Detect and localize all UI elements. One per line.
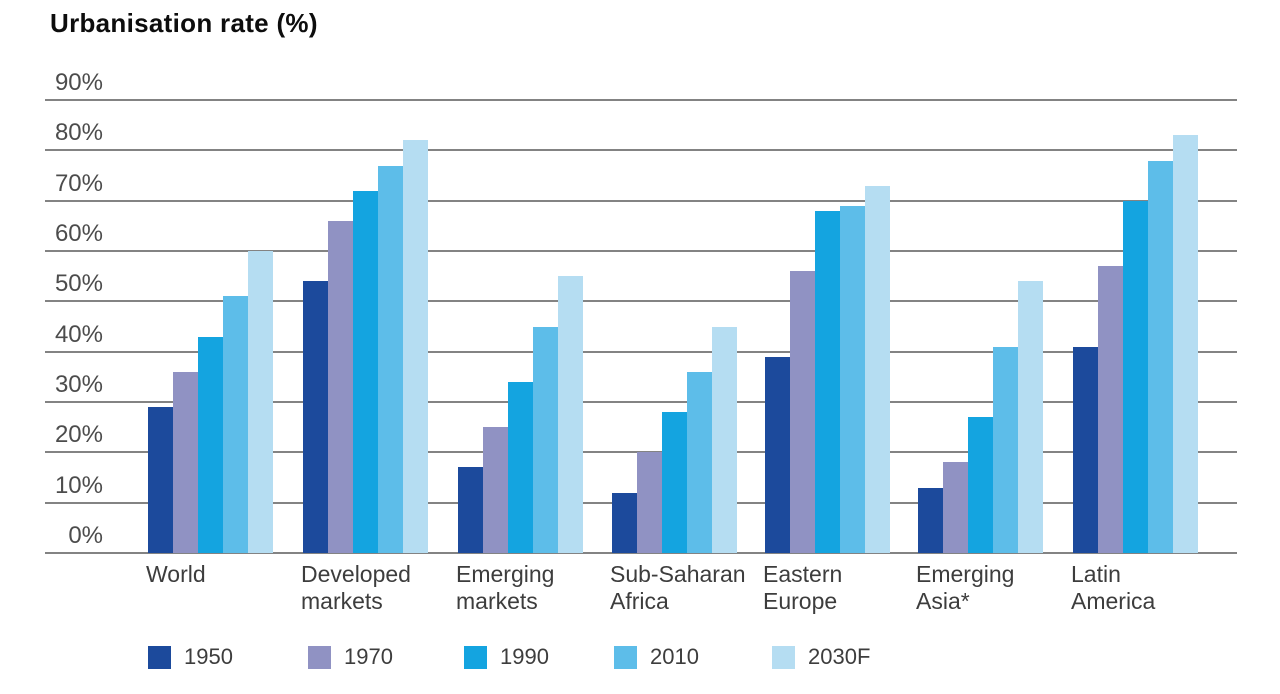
bar-1970-sub-saharan-africa xyxy=(637,452,662,553)
bar-1950-eastern-europe xyxy=(765,356,790,553)
category-label: Developed markets xyxy=(301,561,411,614)
y-axis-label: 70% xyxy=(54,169,103,197)
legend-swatch-1950 xyxy=(148,645,171,669)
bar-2010-emerging-asia- xyxy=(993,346,1018,553)
legend-item-1990: 1990 xyxy=(464,644,549,670)
legend-swatch-1970 xyxy=(308,645,331,669)
gridline-30 xyxy=(45,401,1237,404)
legend-item-2010: 2010 xyxy=(614,644,699,670)
bar-1950-developed-markets xyxy=(303,281,328,553)
bar-2030F-eastern-europe xyxy=(865,185,890,553)
bar-1970-developed-markets xyxy=(328,220,353,553)
gridline-40 xyxy=(45,350,1237,353)
category-label: Emerging markets xyxy=(456,561,555,614)
bar-2030F-latin-america xyxy=(1173,135,1198,553)
bar-1970-emerging-asia- xyxy=(943,462,968,553)
bar-1990-world xyxy=(198,336,223,553)
category-label: Latin America xyxy=(1071,561,1156,614)
bar-1950-emerging-markets xyxy=(458,467,483,553)
legend-label: 1950 xyxy=(184,644,233,669)
legend-label: 2030F xyxy=(808,644,871,669)
bar-1990-sub-saharan-africa xyxy=(662,412,687,553)
bar-2030F-emerging-asia- xyxy=(1018,281,1043,553)
bar-1950-emerging-asia- xyxy=(918,487,943,553)
bar-2030F-sub-saharan-africa xyxy=(712,326,737,553)
y-axis-label: 90% xyxy=(54,69,103,97)
y-axis-label: 40% xyxy=(54,320,103,348)
gridline-90 xyxy=(45,99,1237,102)
y-axis-label: 0% xyxy=(68,522,103,549)
y-axis-label: 20% xyxy=(54,421,103,449)
category-label: Emerging Asia* xyxy=(916,561,1015,614)
y-axis-label: 80% xyxy=(54,119,103,147)
bar-1990-latin-america xyxy=(1123,200,1148,553)
gridline-70 xyxy=(45,199,1237,202)
legend-item-1950: 1950 xyxy=(148,644,233,670)
bar-1950-world xyxy=(148,407,173,553)
legend-item-1970: 1970 xyxy=(308,644,393,670)
bar-2030F-world xyxy=(248,251,273,553)
y-axis-label: 10% xyxy=(54,471,103,499)
gridline-50 xyxy=(45,300,1237,303)
bar-1990-emerging-markets xyxy=(508,381,533,553)
legend-label: 2010 xyxy=(650,644,699,669)
y-axis-label: 30% xyxy=(54,371,103,399)
bar-2010-sub-saharan-africa xyxy=(687,371,712,553)
bar-2030F-emerging-markets xyxy=(558,276,583,553)
bar-1950-sub-saharan-africa xyxy=(612,492,637,553)
bar-1970-latin-america xyxy=(1098,266,1123,553)
bar-1970-world xyxy=(173,371,198,553)
bar-2010-eastern-europe xyxy=(840,205,865,553)
bar-2010-latin-america xyxy=(1148,160,1173,553)
legend-label: 1970 xyxy=(344,644,393,669)
bar-1990-eastern-europe xyxy=(815,210,840,553)
bar-2010-emerging-markets xyxy=(533,326,558,553)
bar-2010-developed-markets xyxy=(378,165,403,553)
bar-1970-emerging-markets xyxy=(483,427,508,553)
chart-title: Urbanisation rate (%) xyxy=(50,8,318,38)
gridline-60 xyxy=(45,250,1237,253)
legend-swatch-2010 xyxy=(614,645,637,669)
bar-1950-latin-america xyxy=(1073,346,1098,553)
bar-1990-emerging-asia- xyxy=(968,417,993,553)
gridline-0 xyxy=(45,552,1237,554)
y-axis-label: 60% xyxy=(54,220,103,248)
bar-1970-eastern-europe xyxy=(790,271,815,553)
bar-2010-world xyxy=(223,296,248,553)
legend-swatch-1990 xyxy=(464,645,487,669)
category-label: World xyxy=(146,561,206,587)
legend-item-2030f: 2030F xyxy=(772,644,870,670)
category-label: Sub-Saharan Africa xyxy=(610,561,746,614)
bar-2030F-developed-markets xyxy=(403,140,428,553)
y-axis-label: 50% xyxy=(54,270,103,298)
gridline-80 xyxy=(45,149,1237,152)
legend-label: 1990 xyxy=(500,644,549,669)
bar-1990-developed-markets xyxy=(353,190,378,553)
category-label: Eastern Europe xyxy=(763,561,843,614)
legend-swatch-2030f xyxy=(772,645,795,669)
